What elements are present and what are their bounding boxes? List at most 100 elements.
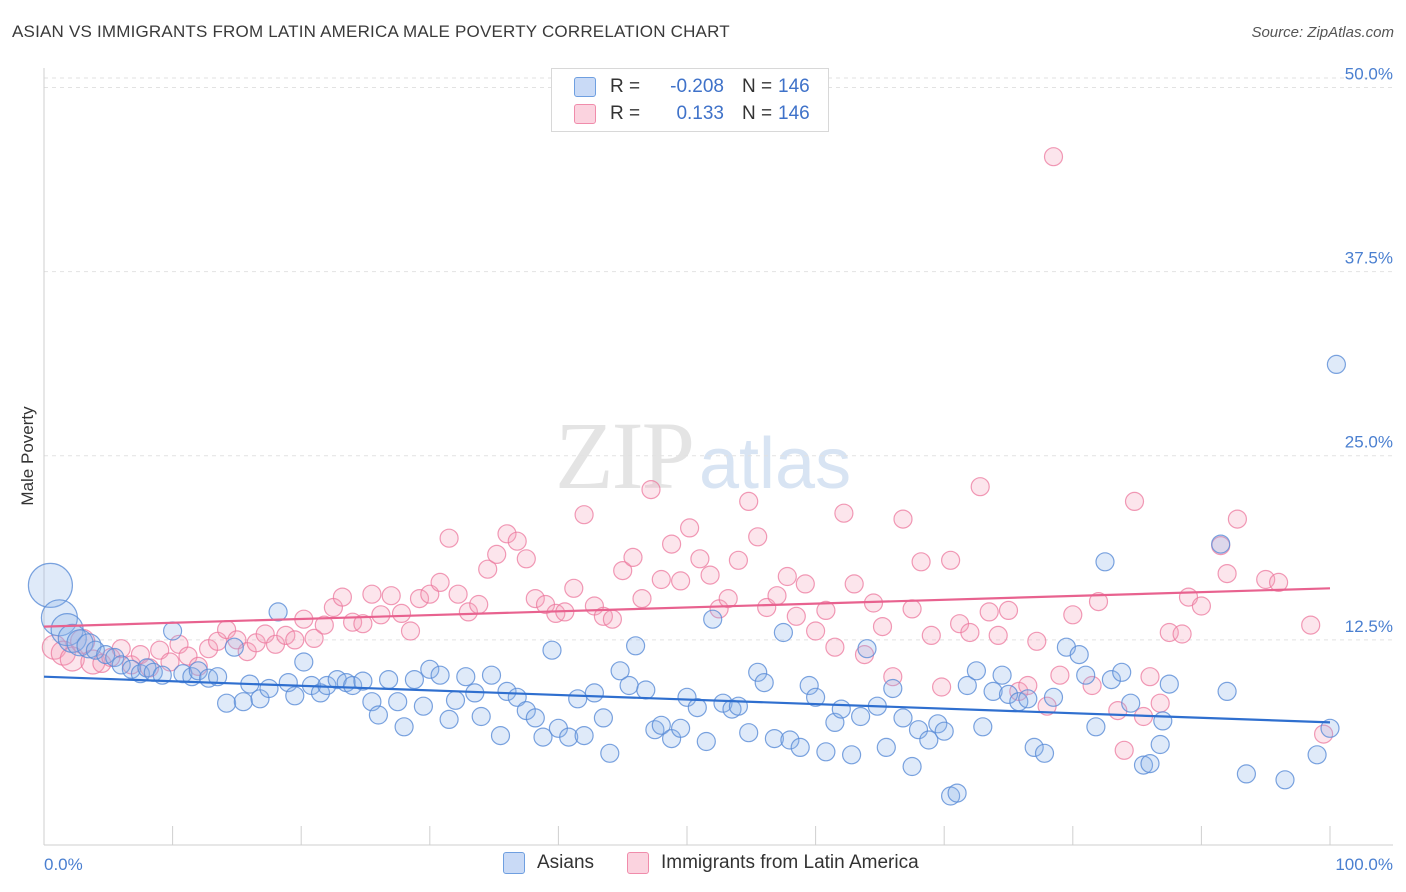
latam-point [285, 630, 305, 650]
latam-point [1217, 563, 1237, 584]
latam-point [497, 524, 517, 544]
legend-row-latam: R = 0.133 N = 146 [574, 103, 810, 125]
asian-point [1275, 770, 1295, 790]
asian-point [85, 640, 106, 660]
asian-point [773, 622, 794, 643]
latam-point [786, 606, 806, 626]
asian-point [696, 731, 716, 752]
legend-r-value: 0.133 [676, 103, 724, 124]
latam-point [1088, 591, 1109, 612]
latam-point [921, 625, 941, 646]
asian-point [388, 692, 408, 712]
asian-point [1150, 734, 1170, 755]
asian-point [703, 609, 723, 629]
latam-point [739, 491, 759, 511]
asian-point [121, 659, 141, 679]
legend-n-label: N = [742, 103, 773, 124]
asian-point [728, 696, 749, 716]
latam-point [632, 588, 652, 609]
legend-r-value: -0.208 [670, 76, 724, 97]
series-label-asians: Asians [537, 852, 595, 873]
latam-point [728, 550, 749, 570]
asian-point [651, 715, 671, 735]
latam-point [825, 637, 845, 657]
latam-points [41, 147, 1334, 760]
asian-point [105, 647, 125, 668]
asian-point [343, 675, 363, 696]
asian-point [1112, 662, 1132, 682]
legend-swatch-asians [574, 77, 596, 97]
asian-point [805, 687, 826, 707]
latam-point [902, 599, 922, 619]
asian-point [394, 717, 414, 737]
latam-point [700, 565, 720, 585]
asian-point [957, 675, 977, 696]
asian-point [600, 743, 620, 763]
latam-point [564, 578, 584, 598]
asian-point [430, 665, 450, 685]
series-legend-latam: Immigrants from Latin America [627, 852, 919, 874]
y-axis-title: Male Poverty [18, 406, 37, 506]
asian-point [992, 665, 1012, 685]
asian-point [111, 655, 131, 675]
asian-points [27, 354, 1347, 806]
latam-point [777, 566, 797, 587]
watermark-atlas: atlas [699, 424, 852, 504]
asian-point [163, 621, 183, 641]
series-swatch-latam [627, 852, 649, 874]
latam-point [458, 602, 478, 622]
asian-point [739, 723, 759, 743]
latam-point [516, 549, 536, 569]
asian-point [1153, 711, 1173, 731]
watermark: ZIPatlas [555, 400, 851, 511]
asian-point [76, 633, 102, 659]
asian-point [908, 720, 929, 740]
latam-point [960, 622, 980, 643]
asian-point [224, 637, 244, 657]
latam-point [1140, 667, 1160, 687]
asian-point [285, 686, 305, 706]
legend-n-label: N = [742, 76, 773, 97]
latam-point [690, 549, 710, 569]
asian-point [533, 727, 553, 747]
latam-point [353, 614, 373, 634]
latam-point [1082, 675, 1102, 696]
asian-point [947, 783, 967, 803]
latam-point [276, 625, 296, 646]
latam-point [816, 600, 836, 621]
latam-point [872, 616, 893, 637]
series-label-latam: Immigrants from Latin America [661, 852, 919, 873]
trend-lines [43, 587, 1331, 724]
latam-point [448, 584, 468, 604]
latam-point [623, 547, 643, 568]
latam-point [844, 574, 864, 594]
asian-point [471, 706, 491, 727]
latam-point [332, 587, 352, 607]
asian-point [670, 718, 691, 738]
latam-point [641, 480, 661, 500]
latam-point [1227, 509, 1248, 529]
asian-point [1140, 753, 1160, 774]
asian-point [983, 681, 1003, 702]
latam-point [1191, 596, 1212, 616]
asian-point [799, 675, 819, 696]
asian-point [593, 708, 614, 728]
asian-point [542, 640, 562, 660]
latam-point [1063, 605, 1083, 625]
asian-point [677, 687, 697, 707]
asian-point [1069, 644, 1089, 665]
asian-point [568, 689, 588, 709]
latam-point [911, 552, 931, 572]
latam-point [487, 544, 507, 565]
latam-point [525, 588, 545, 609]
latam-point [931, 677, 952, 697]
series-legend: Asians Immigrants from Latin America [0, 852, 1406, 878]
asian-point [625, 636, 646, 656]
chart-title: ASIAN VS IMMIGRANTS FROM LATIN AMERICA M… [12, 22, 730, 41]
asian-point [559, 727, 579, 747]
latam-point [430, 572, 450, 593]
asian-point [188, 661, 208, 681]
asian-point [490, 725, 511, 746]
asian-point [816, 742, 836, 762]
